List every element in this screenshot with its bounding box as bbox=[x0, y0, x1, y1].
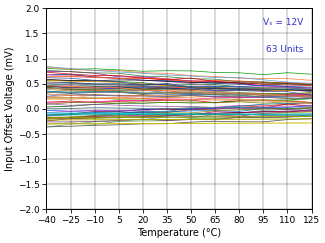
Text: 63 Units: 63 Units bbox=[266, 44, 304, 53]
X-axis label: Temperature (°C): Temperature (°C) bbox=[137, 228, 221, 238]
Text: Vₛ = 12V: Vₛ = 12V bbox=[263, 18, 304, 27]
Y-axis label: Input Offset Voltage (mV): Input Offset Voltage (mV) bbox=[5, 47, 15, 171]
